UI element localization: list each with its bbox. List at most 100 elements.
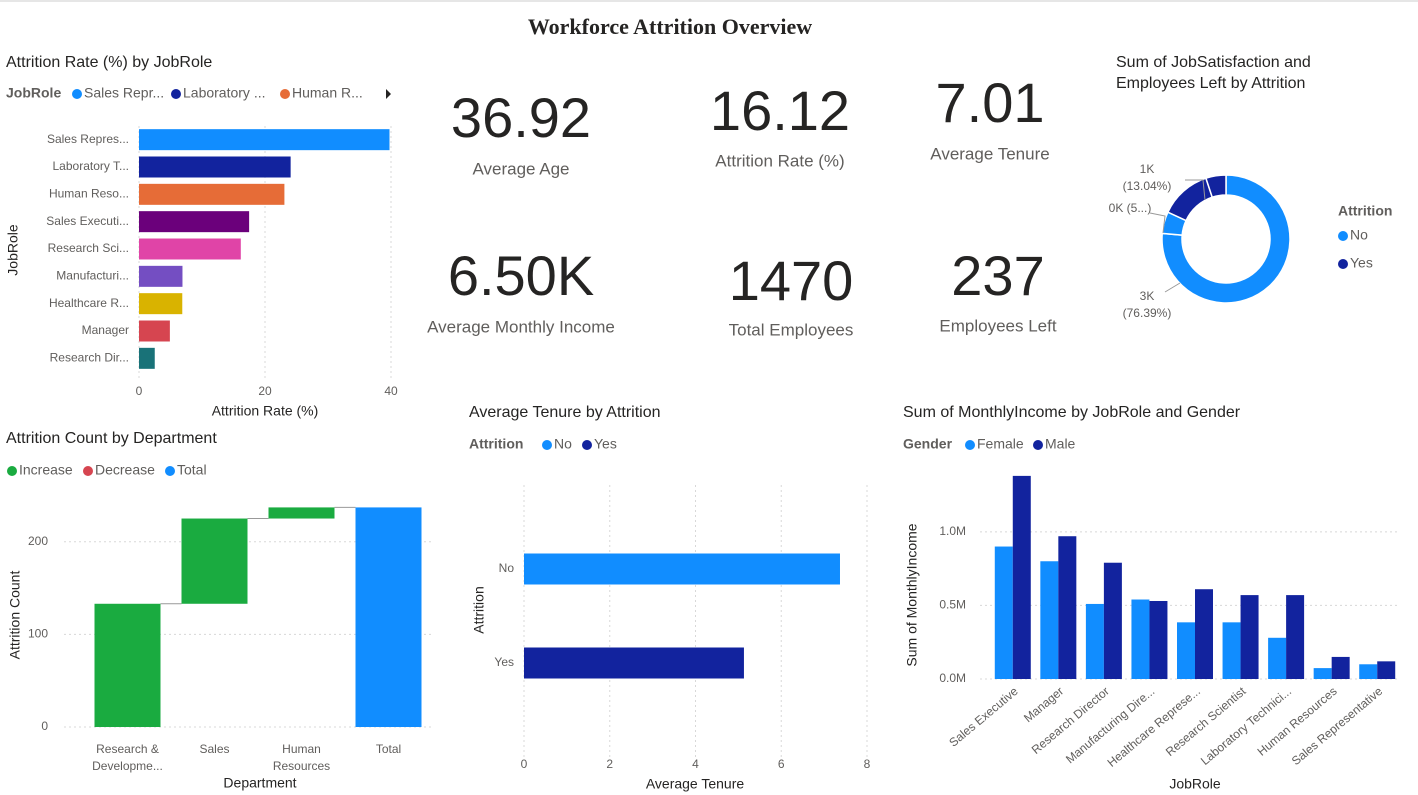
y-tick-label: 0.5M xyxy=(939,598,966,612)
legend-dot xyxy=(72,89,82,99)
y-tick-label: 0 xyxy=(41,719,48,733)
bar xyxy=(139,320,170,342)
legend-label: Total xyxy=(177,462,207,478)
y-tick-label: 0.0M xyxy=(939,671,966,685)
legend-title: Attrition xyxy=(469,436,523,452)
legend-title: Gender xyxy=(903,436,953,452)
legend-dot xyxy=(1338,259,1348,269)
bar xyxy=(1085,603,1104,679)
y-tick-label: Sales Executi... xyxy=(46,214,129,228)
bar xyxy=(1268,637,1287,679)
x-tick-label: 40 xyxy=(384,384,398,398)
y-tick-label: Manager xyxy=(82,323,129,337)
x-axis-title: Average Tenure xyxy=(646,776,745,792)
bar xyxy=(139,238,241,260)
kpi-label: Employees Left xyxy=(939,316,1056,335)
bar xyxy=(1313,668,1332,679)
legend-dot xyxy=(1338,231,1348,241)
y-tick-label: Yes xyxy=(494,655,514,669)
x-tick-label: Sales xyxy=(199,742,230,756)
y-tick-label: Human Reso... xyxy=(49,187,129,201)
legend-dot xyxy=(542,440,552,450)
bar xyxy=(1012,475,1031,679)
kpi-value: 36.92 xyxy=(451,86,591,149)
bar xyxy=(355,507,422,727)
legend-title: JobRole xyxy=(6,85,61,101)
legend-label: Human R... xyxy=(292,85,363,101)
y-axis-title: Sum of MonthlyIncome xyxy=(904,523,920,666)
legend-arrow xyxy=(386,89,391,99)
bar xyxy=(994,546,1013,679)
leader-line xyxy=(1185,179,1206,201)
legend-dot xyxy=(582,440,592,450)
x-tick-label: 0 xyxy=(521,757,528,771)
kpi-value: 16.12 xyxy=(710,79,850,142)
x-tick-label: Manager xyxy=(1021,684,1066,725)
bar xyxy=(1240,595,1259,679)
legend-label: No xyxy=(1350,227,1368,243)
chart-title: Sum of MonthlyIncome by JobRole and Gend… xyxy=(903,404,1241,421)
chart-title: Attrition Rate (%) by JobRole xyxy=(6,54,212,71)
bar xyxy=(139,183,285,205)
bar xyxy=(139,129,390,151)
kpi-label: Average Age xyxy=(472,159,569,178)
kpi-value: 7.01 xyxy=(936,71,1045,134)
x-tick-label: Human Resources xyxy=(272,742,331,773)
leader-line xyxy=(1164,282,1181,293)
kpi-label: Attrition Rate (%) xyxy=(715,151,844,170)
legend-dot xyxy=(165,466,175,476)
bar xyxy=(139,293,183,315)
bar xyxy=(1103,562,1122,679)
data-label: 0K (5...) xyxy=(1108,201,1152,215)
data-label: 3K (76.39%) xyxy=(1122,289,1172,320)
page-title: Workforce Attrition Overview xyxy=(528,14,812,39)
y-axis-title: JobRole xyxy=(5,224,21,276)
x-tick-label: Research Director xyxy=(1029,684,1112,757)
bar xyxy=(1131,599,1150,679)
bar xyxy=(139,347,155,369)
kpi-label: Average Tenure xyxy=(930,144,1049,163)
legend-label: Decrease xyxy=(95,462,155,478)
legend-label: Female xyxy=(977,436,1024,452)
bar xyxy=(139,211,250,233)
chart-title: Average Tenure by Attrition xyxy=(469,404,661,421)
legend-label: Laboratory ... xyxy=(183,85,266,101)
leader-line xyxy=(1149,212,1166,234)
bar xyxy=(524,553,840,585)
kpi-value: 1470 xyxy=(729,249,854,312)
x-axis-title: JobRole xyxy=(1169,776,1221,792)
legend-label: Yes xyxy=(594,436,617,452)
bar xyxy=(1149,600,1168,679)
x-tick-label: Research Scientist xyxy=(1163,684,1249,759)
bar xyxy=(1377,661,1396,679)
bar xyxy=(524,647,744,679)
bar xyxy=(1286,595,1305,679)
y-tick-label: Laboratory T... xyxy=(53,159,130,173)
y-tick-label: 1.0M xyxy=(939,524,966,538)
x-tick-label: Human Resources xyxy=(1255,684,1340,759)
legend-dot xyxy=(7,466,17,476)
legend-dot xyxy=(965,440,975,450)
bar xyxy=(181,518,248,604)
kpi-value: 6.50K xyxy=(448,244,594,307)
bar xyxy=(1058,536,1077,679)
x-axis-title: Department xyxy=(223,775,296,791)
chart-title: Sum of JobSatisfaction and Employees Lef… xyxy=(1116,54,1311,92)
bar xyxy=(1359,664,1378,679)
y-axis-title: Attrition xyxy=(471,586,487,633)
legend-dot xyxy=(1033,440,1043,450)
bar xyxy=(1040,561,1059,679)
y-tick-label: Research Sci... xyxy=(48,241,129,255)
legend-label: Yes xyxy=(1350,255,1373,271)
y-axis-title: Attrition Count xyxy=(7,571,23,660)
kpi-value: 237 xyxy=(951,244,1044,307)
legend-title: Attrition xyxy=(1338,203,1392,219)
kpi-label: Total Employees xyxy=(729,320,854,339)
legend-dot xyxy=(171,89,181,99)
legend-dot xyxy=(280,89,290,99)
kpi-label: Average Monthly Income xyxy=(427,317,615,336)
legend-label: Male xyxy=(1045,436,1076,452)
x-tick-label: 8 xyxy=(864,757,871,771)
